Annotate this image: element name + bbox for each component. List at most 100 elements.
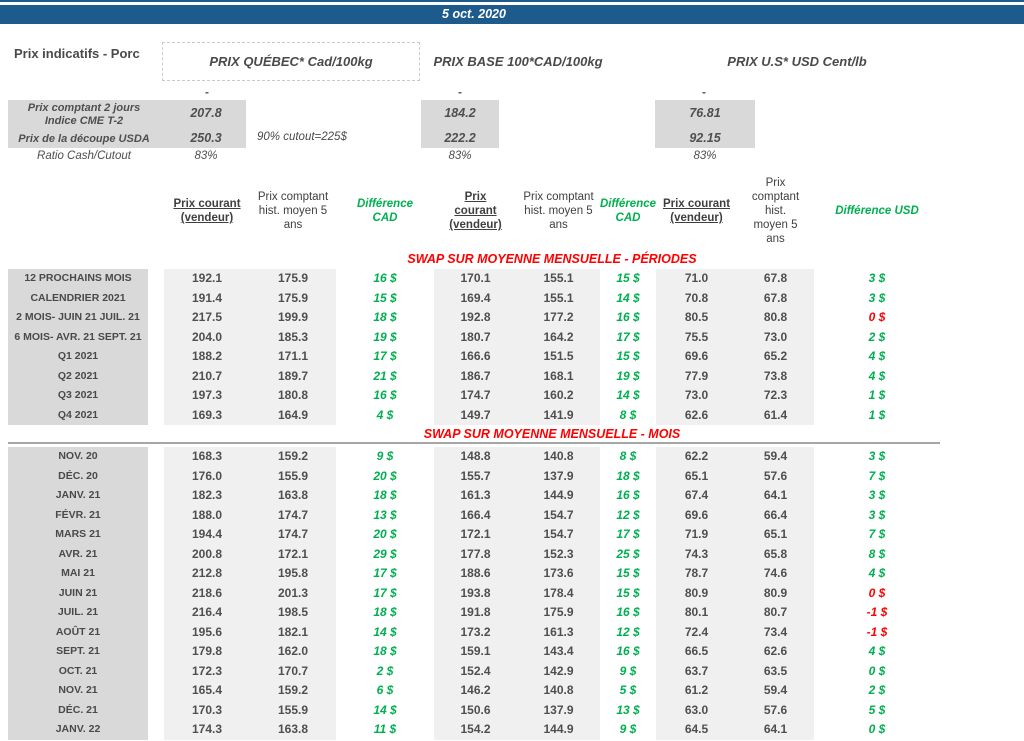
price-value: 144.9 (517, 486, 600, 506)
price-value: 80.9 (656, 583, 737, 603)
diff-value: 16 $ (616, 605, 640, 619)
spacer (148, 289, 164, 309)
price-value: 191.8 (434, 603, 517, 623)
diff-value: 0 $ (868, 585, 886, 600)
price-value: 63.7 (656, 661, 737, 681)
price-value: 212.8 (164, 564, 250, 584)
table-row: DÉC. 21 170.3 155.9 14 $150.6 137.9 13 $63.0 5… (8, 700, 940, 720)
date-banner: 5 oct. 2020 (0, 5, 1024, 24)
diff-value: 6 $ (376, 683, 394, 697)
row-label: JUIN 21 (8, 583, 148, 603)
price-value: 164.9 (250, 405, 336, 425)
diff-value: 18 $ (373, 488, 397, 502)
row-label: AVR. 21 (8, 544, 148, 564)
price-value: 161.3 (517, 622, 600, 642)
dash-placeholder-quebec: - (205, 85, 209, 99)
price-value: 77.9 (656, 366, 737, 386)
price-value: 182.3 (164, 486, 250, 506)
price-value: 163.8 (250, 486, 336, 506)
price-value: 172.1 (434, 525, 517, 545)
diff-value: 2 $ (868, 683, 886, 697)
price-value: 188.0 (164, 505, 250, 525)
spacer (148, 603, 164, 623)
price-value: 201.3 (250, 583, 336, 603)
price-value: 192.1 (164, 269, 250, 289)
diff-value: 17 $ (373, 585, 397, 600)
price-value: 177.2 (517, 308, 600, 328)
price-value: 188.6 (434, 564, 517, 584)
diff-value: 9 $ (619, 722, 637, 736)
cme-quebec-value: 207.8 (190, 106, 222, 120)
price-value: 173.6 (517, 564, 600, 584)
table-row: NOV. 21 165.4 159.2 6 $ 146.2 140.8 5 $ 61.2 59.… (8, 681, 940, 701)
table-row: MARS 21 194.4 174.7 20 $ 172.1 154.7 17 $ 71.9 6… (8, 525, 940, 545)
diff-value: 13 $ (373, 507, 397, 522)
table-row: 2 MOIS- JUIN 21 JUIL. 21 217.5 199.9 18 $ 19… (8, 308, 940, 328)
row-label: NOV. 21 (8, 681, 148, 701)
price-value: 218.6 (164, 583, 250, 603)
row-label: DÉC. 21 (8, 700, 148, 720)
price-value: 137.9 (517, 700, 600, 720)
price-value: 142.9 (517, 661, 600, 681)
price-value: 69.6 (656, 505, 737, 525)
cme-index-label: Prix comptant 2 jours Indice CME T-2 (27, 102, 141, 127)
spacer (148, 525, 164, 545)
header-base-diff: Différence CAD (599, 198, 657, 224)
price-value: 61.2 (656, 681, 737, 701)
row-label: Q2 2021 (8, 366, 148, 386)
row-label: MARS 21 (8, 525, 148, 545)
price-value: 188.2 (164, 347, 250, 367)
base-group-title: PRIX BASE 100*CAD/100kg (433, 54, 603, 69)
price-value: 73.0 (656, 386, 737, 406)
diff-value: 5 $ (868, 702, 886, 717)
diff-value: -1 $ (866, 624, 888, 639)
diff-value: 1 $ (868, 407, 886, 422)
table-row: AOÛT 21 195.6 182.1 14 $ 173.2 161.3 12 $ 72.4 7… (8, 622, 940, 643)
price-value: 175.9 (250, 288, 336, 308)
price-value: 151.5 (517, 347, 600, 367)
diff-value: 18 $ (373, 605, 397, 619)
diff-value: 1 $ (868, 388, 886, 402)
price-value: 152.3 (517, 544, 600, 564)
price-value: 65.2 (737, 347, 814, 367)
price-value: 65.1 (656, 466, 737, 486)
summary-left-block (8, 100, 246, 148)
price-value: 216.4 (164, 603, 250, 623)
diff-value: 16 $ (616, 644, 640, 658)
row-label: Q1 2021 (8, 347, 148, 367)
price-value: 160.2 (517, 386, 600, 406)
header-us-current: Prix courant (vendeur) (662, 198, 731, 224)
header-quebec-current: Prix courant (vendeur) (173, 198, 241, 224)
price-value: 174.3 (164, 720, 250, 740)
price-value: 178.4 (517, 583, 600, 603)
price-value: 169.4 (434, 288, 517, 308)
price-value: 170.1 (434, 269, 517, 289)
price-value: 154.7 (517, 525, 600, 545)
cutout-us-value: 92.15 (689, 131, 721, 145)
table-row: Q2 2021 210.7 189.7 21 $ 186.7 168.1 19 $ 77.9 7… (8, 366, 940, 386)
price-value: 73.8 (737, 366, 814, 386)
spacer (148, 447, 164, 467)
price-value: 74.6 (737, 564, 814, 584)
diff-value: 0 $ (868, 310, 886, 324)
table-header-row: Prix courant (vendeur) Prix comptant his… (8, 172, 940, 250)
spacer (148, 623, 164, 643)
spacer (148, 406, 164, 426)
price-value: 67.4 (656, 486, 737, 506)
diff-value: 18 $ (373, 310, 397, 324)
spacer (148, 347, 164, 367)
price-value: 64.1 (737, 486, 814, 506)
price-value: 195.8 (250, 564, 336, 584)
diff-value: 7 $ (868, 468, 886, 483)
diff-value: 3 $ (868, 271, 886, 285)
diff-value: 12 $ (616, 507, 640, 522)
price-value: 171.1 (250, 347, 336, 367)
cme-base-value: 184.2 (444, 106, 476, 120)
header-quebec-hist: Prix comptant hist. moyen 5 ans (257, 191, 329, 231)
table-row: MAI 21 212.8 195.8 17 $ 188.6 173.6 15 $ 78.7 74… (8, 564, 940, 584)
diff-value: 16 $ (616, 488, 640, 502)
price-value: 73.0 (737, 327, 814, 347)
spacer (148, 506, 164, 526)
ratio-label: Ratio Cash/Cutout (37, 150, 131, 162)
